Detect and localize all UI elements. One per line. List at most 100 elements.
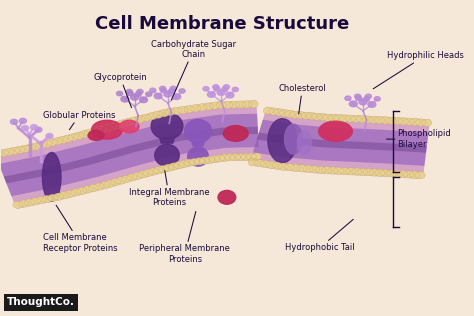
- Circle shape: [363, 116, 373, 123]
- Circle shape: [210, 155, 220, 163]
- Circle shape: [143, 169, 153, 176]
- Circle shape: [368, 116, 379, 123]
- Circle shape: [100, 181, 110, 189]
- Circle shape: [221, 87, 228, 92]
- Circle shape: [312, 113, 322, 120]
- Text: Glycoprotein: Glycoprotein: [93, 73, 147, 108]
- Circle shape: [147, 112, 157, 120]
- Ellipse shape: [284, 124, 302, 154]
- Ellipse shape: [155, 144, 179, 166]
- Circle shape: [334, 115, 344, 122]
- Circle shape: [357, 168, 368, 175]
- Circle shape: [194, 158, 204, 165]
- Circle shape: [225, 154, 235, 161]
- Text: Peripheral Membrane
Proteins: Peripheral Membrane Proteins: [139, 211, 230, 264]
- Circle shape: [15, 146, 25, 154]
- Circle shape: [174, 161, 184, 169]
- Circle shape: [316, 166, 326, 173]
- Circle shape: [123, 118, 133, 126]
- Circle shape: [351, 115, 361, 123]
- Circle shape: [127, 174, 137, 181]
- Circle shape: [179, 160, 189, 167]
- Circle shape: [10, 119, 18, 124]
- Circle shape: [246, 153, 256, 161]
- Ellipse shape: [218, 191, 236, 204]
- Circle shape: [398, 171, 408, 178]
- Text: Integral Membrane
Proteins: Integral Membrane Proteins: [129, 171, 210, 207]
- Circle shape: [296, 112, 306, 119]
- Circle shape: [375, 169, 385, 176]
- Circle shape: [47, 139, 57, 146]
- Circle shape: [21, 125, 28, 131]
- Circle shape: [110, 179, 121, 185]
- Circle shape: [403, 171, 414, 178]
- Circle shape: [217, 90, 225, 95]
- Ellipse shape: [88, 130, 104, 140]
- Circle shape: [359, 99, 367, 105]
- Circle shape: [345, 96, 351, 100]
- Circle shape: [349, 101, 357, 107]
- Ellipse shape: [42, 153, 61, 201]
- Circle shape: [356, 96, 362, 100]
- Circle shape: [216, 101, 227, 109]
- Circle shape: [159, 110, 169, 117]
- Circle shape: [297, 165, 307, 172]
- Circle shape: [184, 106, 194, 113]
- Circle shape: [36, 142, 46, 149]
- Ellipse shape: [151, 113, 183, 139]
- Circle shape: [352, 168, 362, 175]
- Circle shape: [230, 154, 240, 161]
- Circle shape: [0, 149, 9, 157]
- Circle shape: [203, 103, 213, 110]
- Circle shape: [386, 117, 396, 124]
- Polygon shape: [4, 127, 258, 184]
- Circle shape: [117, 120, 128, 127]
- Circle shape: [254, 159, 264, 167]
- Ellipse shape: [185, 119, 211, 143]
- Circle shape: [146, 92, 152, 96]
- Circle shape: [121, 175, 132, 183]
- Ellipse shape: [319, 121, 352, 141]
- Circle shape: [263, 107, 273, 114]
- Circle shape: [116, 177, 126, 184]
- Circle shape: [63, 135, 73, 142]
- Circle shape: [135, 92, 141, 96]
- Circle shape: [79, 131, 89, 138]
- Circle shape: [131, 94, 138, 100]
- Text: Cell Membrane
Receptor Proteins: Cell Membrane Receptor Proteins: [43, 205, 118, 253]
- Circle shape: [25, 199, 35, 206]
- Circle shape: [168, 89, 174, 93]
- Circle shape: [322, 167, 332, 174]
- Text: Cholesterol: Cholesterol: [278, 84, 326, 114]
- Circle shape: [223, 85, 229, 89]
- Circle shape: [392, 170, 402, 177]
- Circle shape: [226, 92, 234, 98]
- Circle shape: [9, 147, 19, 155]
- Text: Phospholipid
Bilayer: Phospholipid Bilayer: [386, 130, 451, 149]
- Circle shape: [68, 134, 78, 141]
- Text: Carbohydrate Sugar
Chain: Carbohydrate Sugar Chain: [151, 40, 236, 100]
- Circle shape: [52, 138, 63, 145]
- Circle shape: [129, 117, 139, 124]
- Circle shape: [291, 111, 301, 118]
- Circle shape: [280, 110, 290, 117]
- Circle shape: [374, 117, 384, 124]
- Circle shape: [117, 91, 123, 96]
- Circle shape: [291, 164, 301, 171]
- Circle shape: [30, 125, 37, 130]
- Circle shape: [148, 168, 158, 175]
- Circle shape: [272, 162, 283, 169]
- Circle shape: [386, 170, 396, 177]
- Circle shape: [57, 136, 68, 143]
- Circle shape: [248, 159, 258, 166]
- Circle shape: [94, 183, 104, 190]
- Circle shape: [164, 91, 172, 97]
- Circle shape: [30, 198, 40, 205]
- Circle shape: [369, 169, 379, 176]
- Text: Globular Proteins: Globular Proteins: [43, 111, 115, 130]
- Circle shape: [380, 117, 391, 124]
- Circle shape: [0, 150, 3, 158]
- Circle shape: [164, 164, 174, 171]
- Circle shape: [203, 87, 209, 91]
- Circle shape: [106, 123, 117, 130]
